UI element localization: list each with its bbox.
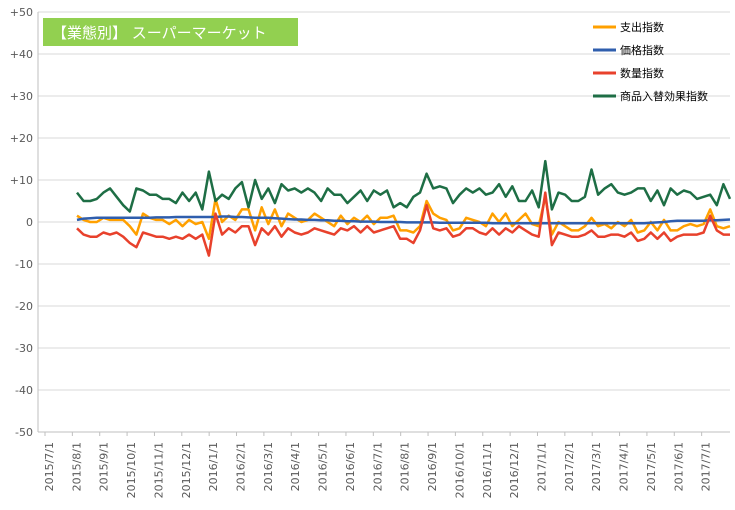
series-line-3: [76, 159, 732, 213]
x-tick-label: 2016/4/1: [289, 442, 302, 491]
y-tick-label: +20: [10, 132, 33, 145]
x-tick-label: 2015/10/1: [125, 442, 138, 498]
series-line-1: [76, 215, 731, 225]
chart-title: 【業態別】 スーパーマーケット: [52, 24, 267, 42]
x-tick-label: 2016/11/1: [481, 442, 494, 498]
y-tick-label: +10: [10, 174, 33, 187]
y-tick-label: -20: [15, 300, 33, 313]
x-tick-label: 2015/8/1: [70, 442, 83, 491]
series-line-2: [76, 191, 730, 257]
x-tick-label: 2016/7/1: [371, 442, 384, 491]
x-tick-label: 2015/9/1: [98, 442, 111, 491]
x-tick-label: 2016/12/1: [508, 442, 521, 498]
x-tick-label: 2017/5/1: [645, 442, 658, 491]
y-tick-label: -50: [15, 426, 33, 439]
x-tick-label: 2017/1/1: [535, 442, 548, 491]
y-tick-label: +40: [10, 48, 33, 61]
x-tick-label: 2015/12/1: [180, 442, 193, 498]
x-tick-label: 2015/7/1: [43, 442, 56, 491]
legend-label: 支出指数: [620, 20, 664, 34]
x-tick-label: 2016/10/1: [453, 442, 466, 498]
x-tick-label: 2016/1/1: [207, 442, 220, 491]
x-tick-label: 2016/8/1: [399, 442, 412, 491]
x-tick-label: 2016/5/1: [317, 442, 330, 491]
x-tick-label: 2016/2/1: [235, 442, 248, 491]
legend-label: 数量指数: [620, 66, 664, 80]
x-tick-label: 2016/9/1: [426, 442, 439, 491]
x-tick-label: 2017/4/1: [618, 442, 631, 491]
x-tick-label: 2016/3/1: [262, 442, 275, 491]
chart-title-box: 【業態別】 スーパーマーケット: [43, 18, 298, 46]
y-tick-label: 0: [26, 216, 33, 229]
legend-label: 商品入替効果指数: [620, 89, 708, 103]
title-background: [43, 18, 298, 46]
y-tick-label: -30: [15, 342, 33, 355]
legend-label: 価格指数: [620, 43, 664, 57]
x-tick-label: 2017/3/1: [590, 442, 603, 491]
x-tick-label: 2015/11/1: [152, 442, 165, 498]
x-tick-label: 2016/6/1: [344, 442, 357, 491]
x-tick-label: 2017/6/1: [672, 442, 685, 491]
y-tick-label: +50: [10, 6, 33, 19]
x-tick-label: 2017/7/1: [700, 442, 713, 491]
x-tick-label: 2017/2/1: [563, 442, 576, 491]
y-tick-label: -10: [15, 258, 33, 271]
y-tick-label: -40: [15, 384, 33, 397]
y-tick-label: +30: [10, 90, 33, 103]
